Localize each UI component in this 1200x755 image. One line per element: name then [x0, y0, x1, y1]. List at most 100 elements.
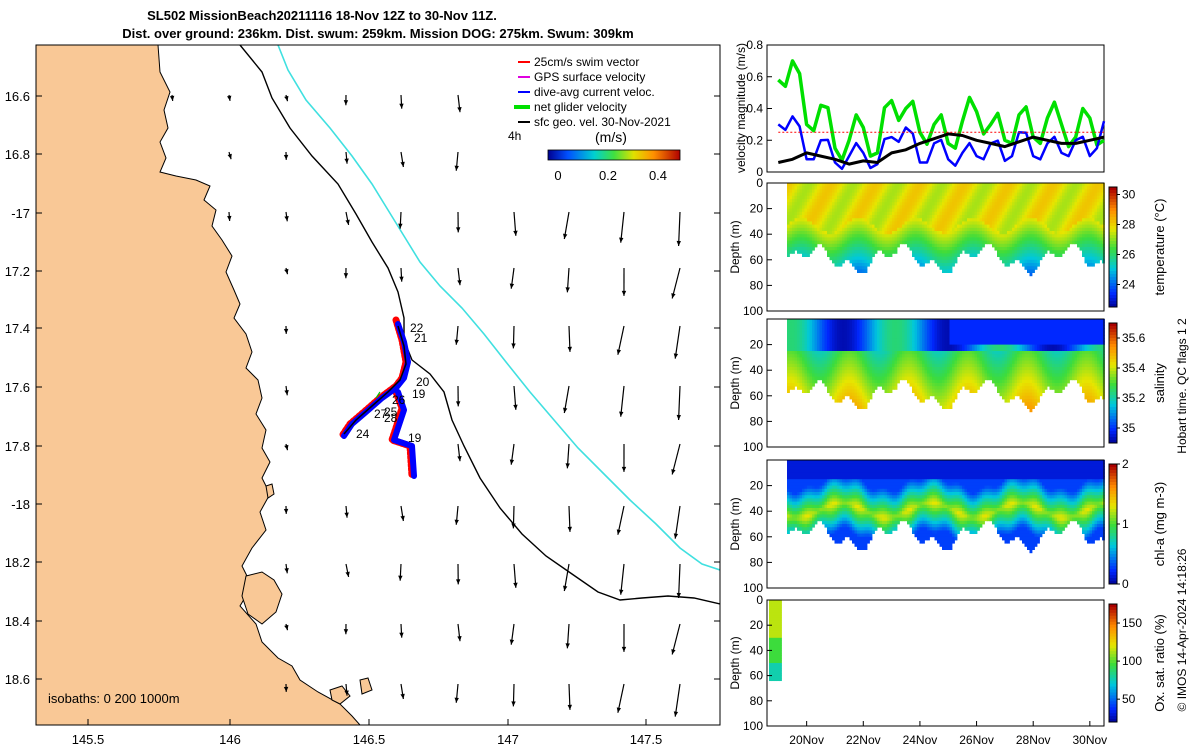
section-cell — [792, 225, 795, 229]
section-cell — [850, 257, 853, 261]
section-cell — [1037, 205, 1040, 209]
section-cell — [867, 332, 870, 336]
section-cell — [820, 322, 823, 326]
section-cell — [927, 215, 930, 219]
section-cell — [880, 202, 883, 206]
section-cell — [1012, 257, 1015, 261]
section-cell — [855, 389, 858, 393]
section-cell — [877, 329, 880, 333]
section-cell — [877, 225, 880, 229]
section-cell — [802, 212, 805, 216]
section-cell — [1082, 189, 1085, 193]
section-cell — [820, 357, 823, 361]
interval-label: 4h — [508, 129, 521, 143]
section-cell — [802, 370, 805, 374]
section-cell — [885, 212, 888, 216]
section-cell — [890, 329, 893, 333]
section-cell — [997, 189, 1000, 193]
section-cell — [885, 329, 888, 333]
section-cell — [967, 247, 970, 251]
section-cell — [947, 325, 950, 329]
section-cell — [887, 244, 890, 248]
section-cell — [845, 367, 848, 371]
section-cell — [972, 250, 975, 254]
section-cell — [1050, 212, 1053, 216]
section-cell — [962, 345, 965, 349]
section-cell — [1090, 234, 1093, 238]
section-cell — [1032, 241, 1035, 245]
section-cell — [1005, 221, 1008, 225]
section-cell — [937, 367, 940, 371]
section-cell — [920, 348, 923, 352]
section-cell — [795, 338, 798, 342]
section-cell — [797, 380, 800, 384]
section-cell — [995, 212, 998, 216]
section-cell — [787, 241, 790, 245]
section-cell — [890, 341, 893, 345]
section-cell — [947, 247, 950, 251]
section-cell — [1090, 205, 1093, 209]
section-cell — [880, 377, 883, 381]
section-cell — [950, 367, 953, 371]
section-cell — [1017, 231, 1020, 235]
section-cell — [945, 393, 948, 397]
section-cell — [855, 402, 858, 406]
section-cell — [792, 380, 795, 384]
section-cell — [965, 351, 968, 355]
section-cell — [1045, 196, 1048, 200]
section-cell — [845, 247, 848, 251]
section-cell — [817, 370, 820, 374]
section-cell — [835, 253, 838, 257]
section-cell — [832, 247, 835, 251]
section-cell — [852, 393, 855, 397]
section-cell — [1032, 193, 1035, 197]
section-cell — [967, 205, 970, 209]
section-cell — [812, 351, 815, 355]
section-cell — [792, 212, 795, 216]
section-cell — [960, 335, 963, 339]
section-cell — [1047, 205, 1050, 209]
section-cell — [1027, 253, 1030, 257]
section-cell — [797, 351, 800, 355]
section-cell — [937, 393, 940, 397]
section-cell — [1050, 225, 1053, 229]
section-cell — [855, 341, 858, 345]
section-cell — [920, 367, 923, 371]
section-cell — [860, 377, 863, 381]
section-cell — [817, 183, 820, 187]
section-cell — [867, 247, 870, 251]
section-cell — [1095, 231, 1098, 235]
section-cell — [910, 329, 913, 333]
section-cell — [880, 237, 883, 241]
section-cell — [822, 357, 825, 361]
section-cell — [1012, 253, 1015, 257]
section-cell — [850, 373, 853, 377]
section-cell — [810, 364, 813, 368]
section-cell — [965, 221, 968, 225]
section-cell — [852, 396, 855, 400]
section-cell — [922, 338, 925, 342]
section-cell — [1072, 186, 1075, 190]
section-cell — [845, 335, 848, 339]
section-cell — [952, 202, 955, 206]
section-cell — [1035, 218, 1038, 222]
section-cell — [870, 386, 873, 390]
section-cell — [850, 377, 853, 381]
section-cell — [822, 209, 825, 213]
section-cell — [870, 205, 873, 209]
section-cell — [952, 322, 955, 326]
section-cell — [1062, 228, 1065, 232]
section-cell — [945, 322, 948, 326]
section-cell — [922, 357, 925, 361]
section-cell — [932, 377, 935, 381]
section-cell — [945, 370, 948, 374]
section-cell — [830, 196, 833, 200]
section-cell — [925, 370, 928, 374]
section-cell — [810, 319, 813, 323]
section-cell — [892, 212, 895, 216]
section-cell — [917, 338, 920, 342]
section-cell — [945, 196, 948, 200]
section-cell — [840, 221, 843, 225]
section-cell — [1095, 225, 1098, 229]
section-cell — [852, 250, 855, 254]
